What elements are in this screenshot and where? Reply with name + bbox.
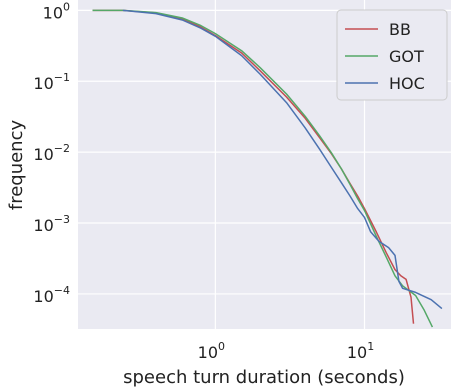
series-line-got — [92, 9, 434, 328]
x-tick-label: 100 — [198, 340, 225, 362]
x-tick-labels: 100 101 — [198, 340, 375, 362]
legend: BB GOT HOC — [336, 9, 448, 101]
y-tick-label: 100 — [43, 0, 70, 22]
x-axis-label: speech turn duration (seconds) — [123, 367, 405, 388]
series-lines — [92, 9, 443, 328]
y-tick-label: 10−2 — [33, 142, 70, 164]
y-tick-labels: 100 10−1 10−2 10−3 10−4 — [33, 0, 70, 306]
y-tick-label: 10−1 — [33, 71, 70, 93]
x-tick-label: 101 — [347, 340, 374, 362]
y-tick-label: 10−3 — [33, 213, 70, 235]
y-axis-label: frequency — [6, 120, 27, 211]
legend-box — [336, 9, 448, 101]
legend-label-hoc: HOC — [389, 74, 425, 93]
y-tick-label: 10−4 — [33, 284, 70, 306]
series-line-hoc — [122, 9, 443, 310]
legend-label-bb: BB — [389, 20, 411, 39]
legend-items: BB GOT HOC — [345, 20, 425, 93]
legend-label-got: GOT — [389, 47, 424, 66]
